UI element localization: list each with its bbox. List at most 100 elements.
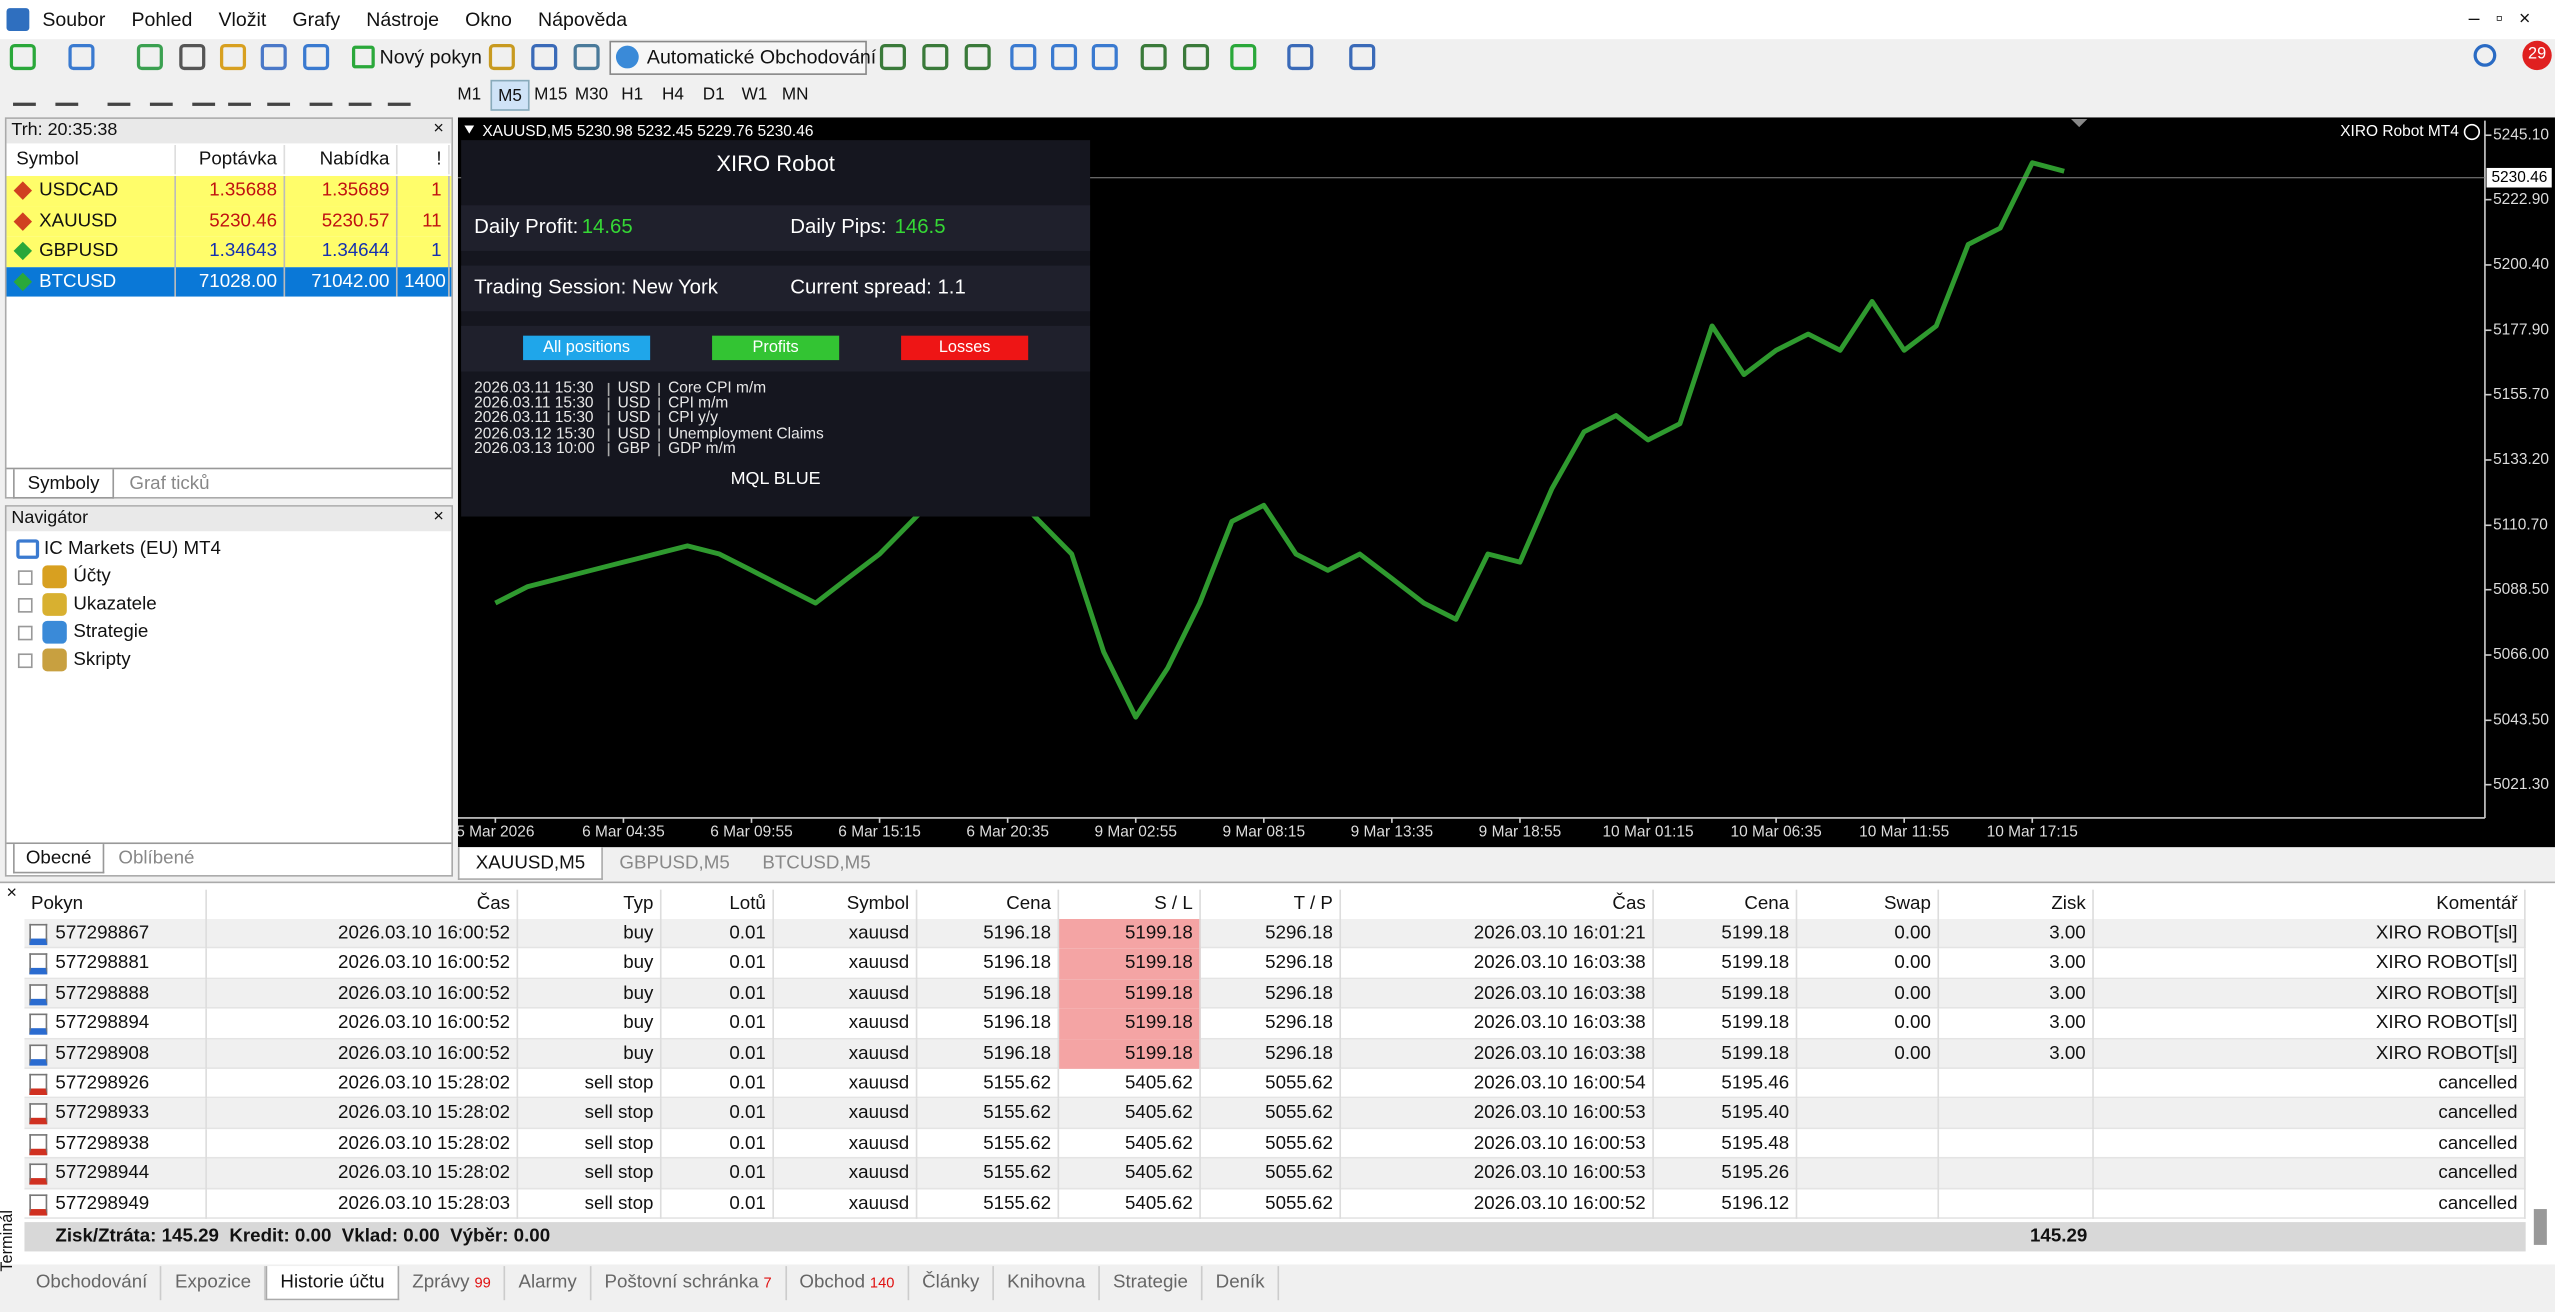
- chart-tab[interactable]: BTCUSD,M5: [762, 853, 871, 874]
- toolbar-icon[interactable]: [1010, 43, 1037, 71]
- search-icon[interactable]: [2473, 43, 2497, 67]
- tree-item[interactable]: Účty: [73, 567, 111, 587]
- timeframe-button[interactable]: D1: [702, 84, 725, 105]
- tree-item[interactable]: Ukazatele: [73, 594, 157, 615]
- tree-root[interactable]: IC Markets (EU) MT4: [43, 539, 221, 559]
- close-button[interactable]: ×: [433, 506, 444, 527]
- toolbar-icon[interactable]: [136, 43, 163, 71]
- order-row[interactable]: [24, 1098, 2526, 1129]
- tree-item[interactable]: Skripty: [73, 650, 131, 670]
- draw-tool-icon[interactable]: [228, 83, 251, 106]
- terminal-tab[interactable]: Deník: [1203, 1266, 1280, 1301]
- draw-tool-icon[interactable]: [267, 83, 291, 106]
- close-button[interactable]: ×: [6, 883, 18, 903]
- toolbar-icon[interactable]: [879, 43, 906, 71]
- timeframe-button[interactable]: H1: [621, 84, 644, 105]
- symbol-row[interactable]: [6, 236, 452, 267]
- terminal-tab[interactable]: Poštovní schránka 7: [591, 1266, 787, 1301]
- toolbar-icon[interactable]: [1091, 43, 1118, 71]
- toolbar-icon[interactable]: [303, 43, 330, 71]
- draw-tool-icon[interactable]: [387, 83, 411, 106]
- toolbar-icon[interactable]: [1140, 43, 1167, 71]
- order-row[interactable]: [24, 1068, 2526, 1099]
- panel-tab[interactable]: Obecné: [13, 844, 105, 874]
- toolbar-icon[interactable]: [1051, 43, 1078, 71]
- tree-expander[interactable]: [17, 625, 33, 641]
- order-row[interactable]: [24, 1128, 2526, 1159]
- order-row[interactable]: [24, 978, 2526, 1009]
- symbol-row[interactable]: [6, 206, 452, 237]
- menu-item[interactable]: Vložit: [218, 8, 267, 31]
- order-row[interactable]: [24, 1038, 2526, 1069]
- draw-tool-icon[interactable]: [149, 83, 173, 106]
- toolbar-icon[interactable]: [488, 43, 515, 71]
- draw-tool-icon[interactable]: [107, 83, 131, 106]
- symbol-row[interactable]: [6, 175, 452, 207]
- panel-tab[interactable]: Graf ticků: [129, 474, 210, 494]
- panel-button[interactable]: Losses: [901, 335, 1029, 361]
- draw-tool-icon[interactable]: [13, 83, 36, 106]
- panel-button[interactable]: Profits: [712, 335, 840, 361]
- close-button[interactable]: ×: [433, 118, 444, 139]
- draw-tool-icon[interactable]: [309, 83, 333, 106]
- timeframe-button[interactable]: M30: [574, 84, 609, 105]
- notification-badge[interactable]: 29: [2522, 40, 2552, 71]
- menu-item[interactable]: Nápověda: [537, 8, 628, 31]
- toolbar-icon[interactable]: [68, 43, 95, 71]
- panel-tab[interactable]: Oblíbené: [118, 848, 195, 869]
- order-row[interactable]: [24, 1188, 2526, 1219]
- chart-tab[interactable]: XAUUSD,M5: [457, 847, 604, 880]
- toolbar-icon[interactable]: [1287, 43, 1314, 71]
- panel-tab[interactable]: Symboly: [13, 469, 115, 499]
- symbol-row[interactable]: [6, 266, 452, 297]
- toolbar-icon[interactable]: [219, 43, 247, 71]
- auto-trading-button[interactable]: Automatické Obchodování: [609, 40, 876, 75]
- toolbar-icon[interactable]: [1230, 43, 1257, 71]
- timeframe-button[interactable]: M5: [490, 79, 530, 111]
- draw-tool-icon[interactable]: [55, 83, 79, 106]
- terminal-tab[interactable]: Zprávy 99: [399, 1266, 506, 1301]
- terminal-tab[interactable]: Historie účtu: [265, 1266, 400, 1301]
- order-row[interactable]: [24, 1158, 2526, 1189]
- menu-item[interactable]: Grafy: [292, 8, 341, 31]
- timeframe-button[interactable]: H4: [662, 84, 684, 105]
- draw-tool-icon[interactable]: [192, 83, 216, 106]
- toolbar-icon[interactable]: [531, 43, 558, 71]
- tree-expander[interactable]: [17, 598, 33, 613]
- order-cell: 5296.18: [1201, 978, 1342, 1009]
- tree-expander[interactable]: [17, 570, 33, 585]
- terminal-tab[interactable]: Knihovna: [994, 1266, 1100, 1301]
- timeframe-button[interactable]: M1: [457, 84, 482, 105]
- toolbar-icon[interactable]: [9, 43, 36, 71]
- menu-item[interactable]: Nástroje: [366, 8, 440, 31]
- order-row[interactable]: [24, 948, 2526, 979]
- new-order-button[interactable]: Nový pokyn: [347, 41, 482, 74]
- terminal-tab[interactable]: Obchod 140: [786, 1266, 910, 1301]
- draw-tool-icon[interactable]: [348, 83, 372, 106]
- chart-tab[interactable]: GBPUSD,M5: [619, 853, 730, 874]
- menu-item[interactable]: Pohled: [131, 8, 193, 31]
- toolbar-icon[interactable]: [964, 43, 991, 71]
- tree-item[interactable]: Strategie: [73, 622, 149, 643]
- window-controls[interactable]: – ▫ ×: [2468, 6, 2531, 30]
- menu-item[interactable]: Soubor: [42, 8, 106, 31]
- terminal-tab[interactable]: Alarmy: [505, 1266, 592, 1301]
- timeframe-button[interactable]: M15: [534, 84, 568, 105]
- terminal-tab[interactable]: Strategie: [1100, 1266, 1203, 1301]
- toolbar-icon[interactable]: [260, 43, 287, 71]
- toolbar-icon[interactable]: [179, 43, 206, 71]
- panel-button[interactable]: All positions: [523, 335, 651, 361]
- timeframe-button[interactable]: W1: [741, 84, 768, 105]
- toolbar-icon[interactable]: [1349, 43, 1376, 71]
- tree-expander[interactable]: [17, 653, 33, 669]
- terminal-tab[interactable]: Expozice: [162, 1266, 266, 1301]
- order-row[interactable]: [24, 1008, 2526, 1039]
- toolbar-icon[interactable]: [922, 43, 949, 71]
- order-row[interactable]: [24, 919, 2526, 949]
- terminal-tab[interactable]: Obchodování: [23, 1266, 163, 1301]
- terminal-tab[interactable]: Články: [909, 1266, 995, 1301]
- toolbar-icon[interactable]: [1182, 43, 1210, 71]
- timeframe-button[interactable]: MN: [781, 84, 809, 105]
- menu-item[interactable]: Okno: [465, 8, 512, 31]
- toolbar-icon[interactable]: [573, 43, 600, 71]
